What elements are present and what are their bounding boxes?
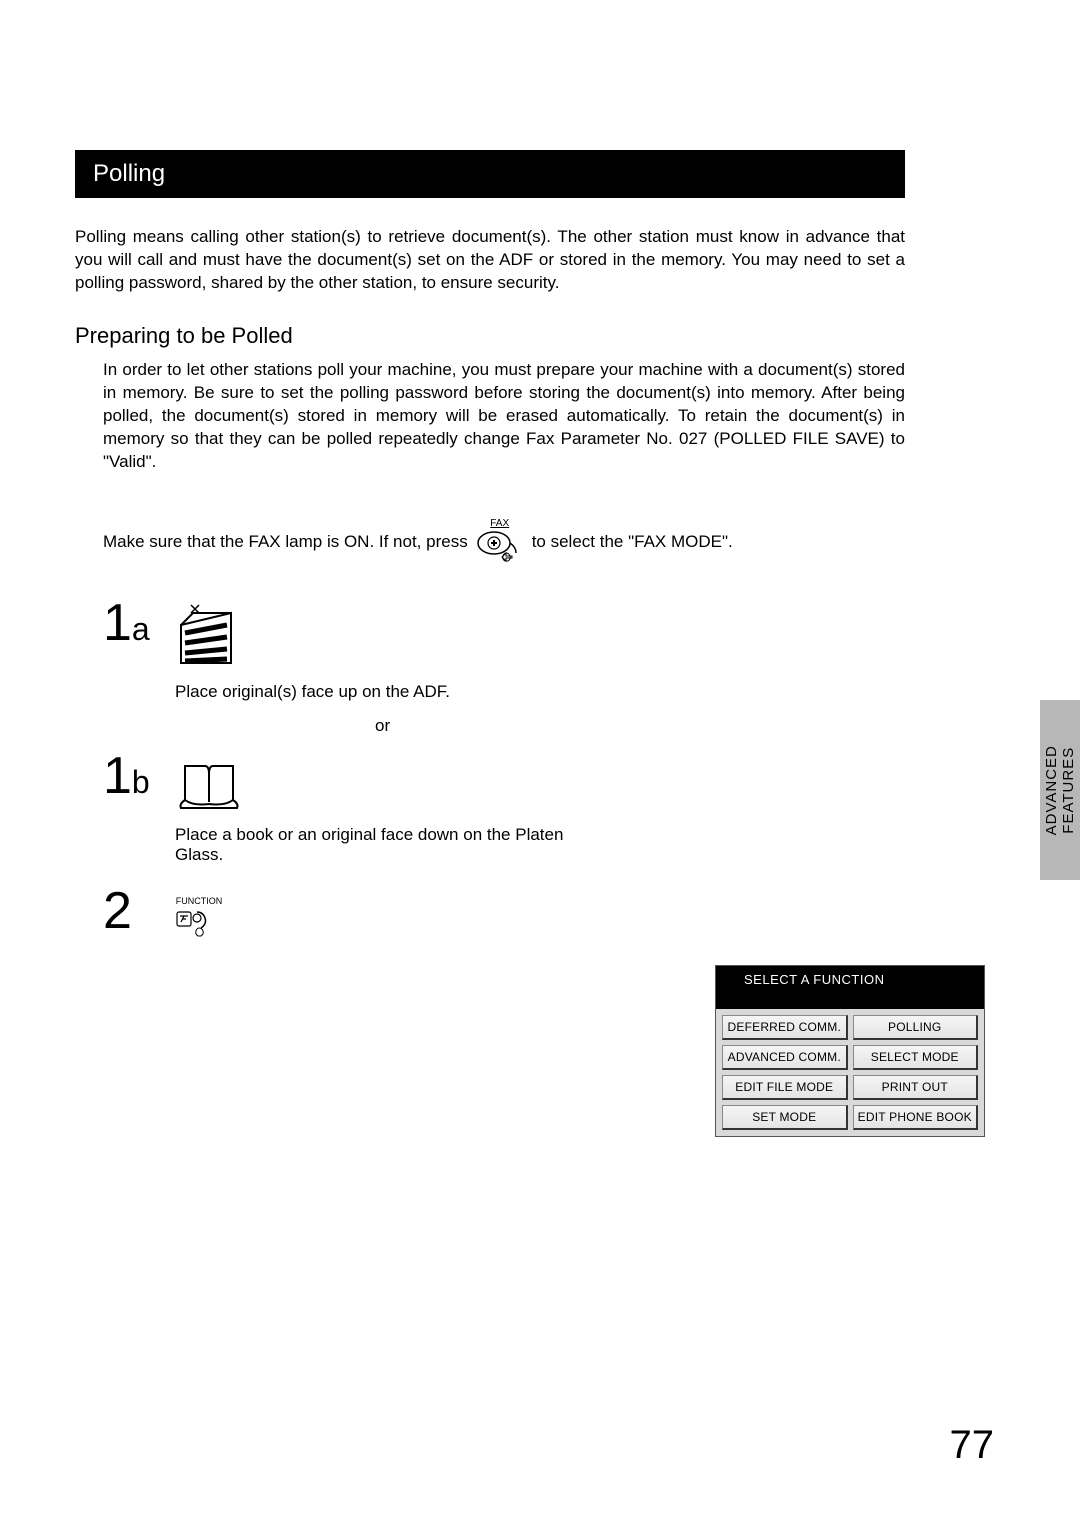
- side-tab-label: ADVANCEDFEATURES: [1043, 745, 1078, 835]
- screen-btn-select-mode[interactable]: SELECT MODE: [853, 1045, 979, 1070]
- intro-paragraph: Polling means calling other station(s) t…: [75, 226, 905, 295]
- screen-btn-advanced-comm[interactable]: ADVANCED COMM.: [722, 1045, 848, 1070]
- step-1a-number: 1a: [103, 597, 175, 649]
- step-2: 2 FUNCTION: [103, 885, 905, 944]
- screen-btn-polling[interactable]: POLLING: [853, 1015, 979, 1040]
- subsection-heading: Preparing to be Polled: [75, 323, 905, 349]
- function-icon-label: FUNCTION: [176, 896, 223, 906]
- screen-btn-edit-file-mode[interactable]: EDIT FILE MODE: [722, 1075, 848, 1100]
- screen-button-grid: DEFERRED COMM. POLLING ADVANCED COMM. SE…: [716, 1009, 984, 1136]
- screen-btn-deferred-comm[interactable]: DEFERRED COMM.: [722, 1015, 848, 1040]
- page-number: 77: [950, 1423, 995, 1468]
- page-content: Polling Polling means calling other stat…: [75, 150, 905, 952]
- subsection-paragraph: In order to let other stations poll your…: [103, 359, 905, 474]
- function-button-icon: FUNCTION: [175, 896, 223, 944]
- adf-icon: [175, 603, 245, 673]
- screen-title: SELECT A FUNCTION: [716, 966, 984, 1009]
- step-1b-caption: Place a book or an original face down on…: [175, 825, 595, 865]
- step-2-number: 2: [103, 885, 175, 937]
- step-1b: 1b Place a book or an original face down…: [103, 750, 905, 865]
- fax-mode-instruction: Make sure that the FAX lamp is ON. If no…: [103, 518, 905, 567]
- or-divider: or: [375, 716, 905, 736]
- screen-btn-set-mode[interactable]: SET MODE: [722, 1105, 848, 1130]
- step-1a: 1a Place original(s) face up on the ADF.: [103, 597, 905, 702]
- step-1a-caption: Place original(s) face up on the ADF.: [175, 682, 905, 702]
- screen-btn-print-out[interactable]: PRINT OUT: [853, 1075, 979, 1100]
- section-heading: Polling: [75, 150, 905, 198]
- platen-icon: [175, 756, 245, 816]
- fax-button-icon: FAX: [476, 518, 524, 567]
- fax-line-before: Make sure that the FAX lamp is ON. If no…: [103, 532, 468, 552]
- side-tab: ADVANCEDFEATURES: [1040, 700, 1080, 880]
- fax-icon-label: FAX: [490, 518, 509, 529]
- screen-btn-edit-phone-book[interactable]: EDIT PHONE BOOK: [853, 1105, 979, 1130]
- fax-line-after: to select the "FAX MODE".: [532, 532, 733, 552]
- lcd-screen: SELECT A FUNCTION DEFERRED COMM. POLLING…: [715, 965, 985, 1137]
- step-1b-number: 1b: [103, 750, 175, 802]
